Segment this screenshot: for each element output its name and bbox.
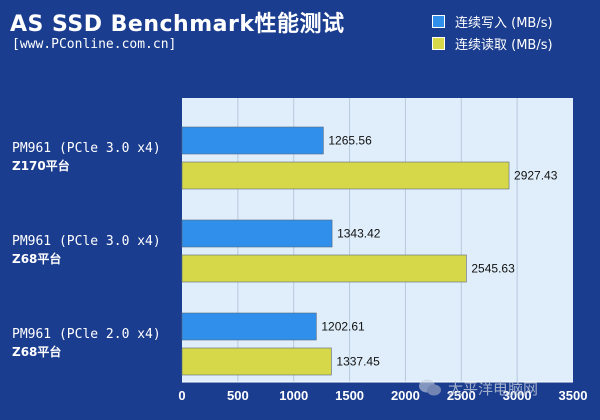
x-tick-label: 500 <box>227 388 249 403</box>
bar-read <box>181 347 332 376</box>
data-label: 2927.43 <box>514 169 558 183</box>
x-tick-label: 3500 <box>559 388 588 403</box>
data-label: 1265.56 <box>328 134 372 148</box>
legend-label-write: 连续写入 (MB/s) <box>455 15 553 31</box>
bar-read <box>181 161 510 190</box>
x-tick-label: 1500 <box>335 388 364 403</box>
category-sublabel: Z68平台 <box>12 344 61 359</box>
data-label: 1343.42 <box>337 227 381 241</box>
bar-write <box>181 126 324 155</box>
data-label: 1202.61 <box>321 320 365 334</box>
category-sublabel: Z170平台 <box>12 158 70 173</box>
chart-legend: 连续写入 (MB/s) 连续读取 (MB/s) <box>432 10 553 54</box>
category-label: PM961 (PCle 2.0 x4) <box>12 327 161 342</box>
chart-title: AS SSD Benchmark性能测试 <box>10 12 345 37</box>
legend-item-read: 连续读取 (MB/s) <box>432 32 553 54</box>
bar-read <box>181 254 467 283</box>
category-label: PM961 (PCle 3.0 x4) <box>12 141 161 156</box>
category-sublabel: Z68平台 <box>12 251 61 266</box>
category-label: PM961 (PCle 3.0 x4) <box>12 234 161 249</box>
data-label: 1337.45 <box>336 355 380 369</box>
data-label: 2545.63 <box>471 262 515 276</box>
legend-item-write: 连续写入 (MB/s) <box>432 10 553 32</box>
bar-write <box>181 219 333 248</box>
x-tick-label: 3000 <box>503 388 532 403</box>
x-tick-label: 2000 <box>391 388 420 403</box>
chart-header: AS SSD Benchmark性能测试 [www.PConline.com.c… <box>0 0 600 62</box>
wechat-icon <box>419 379 441 396</box>
legend-swatch-write <box>432 14 445 28</box>
watermark-text: 太平洋电脑网 <box>448 380 539 398</box>
chart-subtitle: [www.PConline.com.cn] <box>12 37 177 52</box>
legend-label-read: 连续读取 (MB/s) <box>455 37 553 53</box>
bar-write <box>181 312 317 341</box>
x-tick-label: 1000 <box>279 388 308 403</box>
x-tick-label: 0 <box>178 388 185 403</box>
legend-swatch-read <box>432 36 445 50</box>
x-tick-label: 2500 <box>447 388 476 403</box>
